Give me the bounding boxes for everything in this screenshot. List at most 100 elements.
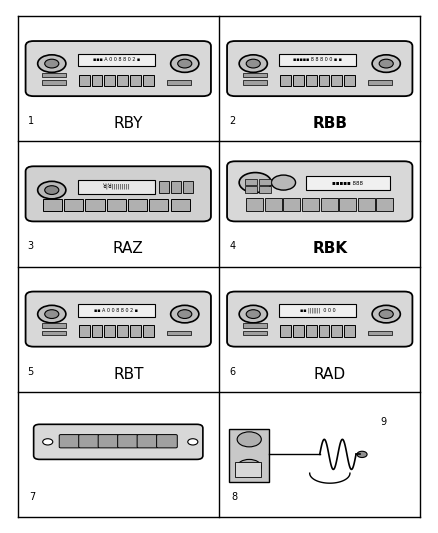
Bar — [143, 325, 153, 337]
Circle shape — [372, 305, 400, 323]
Circle shape — [38, 305, 66, 323]
Bar — [368, 331, 392, 335]
Bar — [279, 304, 356, 317]
Text: RAZ: RAZ — [113, 241, 144, 256]
Bar — [245, 187, 257, 192]
FancyBboxPatch shape — [157, 434, 177, 448]
Bar — [293, 75, 304, 86]
Bar — [117, 75, 128, 86]
FancyBboxPatch shape — [227, 292, 413, 346]
Circle shape — [45, 185, 59, 195]
Bar — [243, 324, 267, 328]
Text: 4: 4 — [229, 241, 235, 252]
Bar — [64, 199, 83, 212]
Bar — [159, 181, 169, 192]
Circle shape — [171, 305, 199, 323]
Circle shape — [45, 59, 59, 68]
Bar — [92, 325, 102, 337]
Text: RBT: RBT — [113, 367, 144, 382]
Bar — [245, 179, 257, 185]
Bar — [42, 80, 66, 85]
Text: RBB: RBB — [312, 116, 347, 131]
Circle shape — [239, 305, 267, 323]
Text: RBY: RBY — [113, 116, 143, 131]
Bar — [78, 304, 155, 317]
Bar — [128, 199, 147, 212]
Bar — [85, 199, 105, 212]
Bar — [243, 331, 267, 335]
Bar — [339, 198, 356, 212]
FancyBboxPatch shape — [227, 161, 413, 221]
Bar — [42, 324, 66, 328]
Text: ▪▪ A 0 0 8 8 0 2 ▪: ▪▪ A 0 0 8 8 0 2 ▪ — [94, 308, 138, 313]
Bar — [280, 75, 291, 86]
Bar — [280, 325, 291, 337]
Circle shape — [42, 439, 53, 445]
Bar — [332, 75, 342, 86]
Bar — [344, 75, 355, 86]
Text: ▪▪▪▪▪ 8 8 8 0 0 ▪ ▪: ▪▪▪▪▪ 8 8 8 0 0 ▪ ▪ — [293, 58, 342, 62]
Bar — [166, 80, 191, 85]
Bar — [306, 75, 317, 86]
Text: ꓤ|ꓤ|||||||||: ꓤ|ꓤ||||||||| — [102, 184, 130, 190]
Bar — [105, 75, 115, 86]
Bar — [306, 325, 317, 337]
Bar — [302, 198, 319, 212]
Bar — [306, 176, 390, 190]
Bar — [358, 198, 375, 212]
Bar — [130, 75, 141, 86]
FancyBboxPatch shape — [59, 434, 80, 448]
Text: ▪▪▪▪▪ 888: ▪▪▪▪▪ 888 — [332, 181, 364, 185]
Bar — [279, 53, 356, 66]
Circle shape — [38, 55, 66, 72]
Text: RAD: RAD — [314, 367, 346, 382]
FancyBboxPatch shape — [25, 166, 211, 221]
Circle shape — [246, 59, 260, 68]
Bar — [321, 198, 338, 212]
Bar — [130, 325, 141, 337]
Bar — [293, 325, 304, 337]
Text: 7: 7 — [30, 492, 36, 502]
FancyBboxPatch shape — [137, 434, 158, 448]
FancyBboxPatch shape — [118, 434, 138, 448]
Bar — [171, 181, 181, 192]
Circle shape — [178, 310, 192, 319]
Circle shape — [188, 439, 198, 445]
Circle shape — [239, 173, 272, 192]
Bar — [92, 75, 102, 86]
Bar — [42, 199, 62, 212]
Circle shape — [239, 55, 267, 72]
Circle shape — [357, 451, 367, 457]
Bar — [170, 199, 190, 212]
Bar — [79, 325, 90, 337]
Circle shape — [246, 310, 260, 319]
Text: ▪▪▪ A 0 0 8 8 0 2 ▪: ▪▪▪ A 0 0 8 8 0 2 ▪ — [93, 58, 140, 62]
Bar — [332, 325, 342, 337]
Circle shape — [38, 181, 66, 199]
Text: 1: 1 — [28, 116, 34, 126]
FancyBboxPatch shape — [25, 41, 211, 96]
Bar — [368, 80, 392, 85]
Circle shape — [379, 310, 393, 319]
Text: 3: 3 — [28, 241, 34, 252]
Bar — [106, 199, 126, 212]
Text: ▪▪ |||||||  0 0 0: ▪▪ ||||||| 0 0 0 — [300, 308, 336, 313]
Bar — [183, 181, 193, 192]
Bar — [344, 325, 355, 337]
Bar — [42, 331, 66, 335]
FancyBboxPatch shape — [98, 434, 119, 448]
Bar — [265, 198, 282, 212]
Circle shape — [237, 459, 261, 474]
Bar — [246, 198, 263, 212]
Bar — [42, 73, 66, 77]
Circle shape — [372, 55, 400, 72]
Circle shape — [379, 59, 393, 68]
Bar — [149, 199, 169, 212]
Circle shape — [272, 175, 296, 190]
Bar — [166, 331, 191, 335]
Circle shape — [237, 432, 261, 447]
Circle shape — [45, 310, 59, 319]
FancyBboxPatch shape — [79, 434, 99, 448]
FancyBboxPatch shape — [25, 292, 211, 346]
Bar — [376, 198, 393, 212]
